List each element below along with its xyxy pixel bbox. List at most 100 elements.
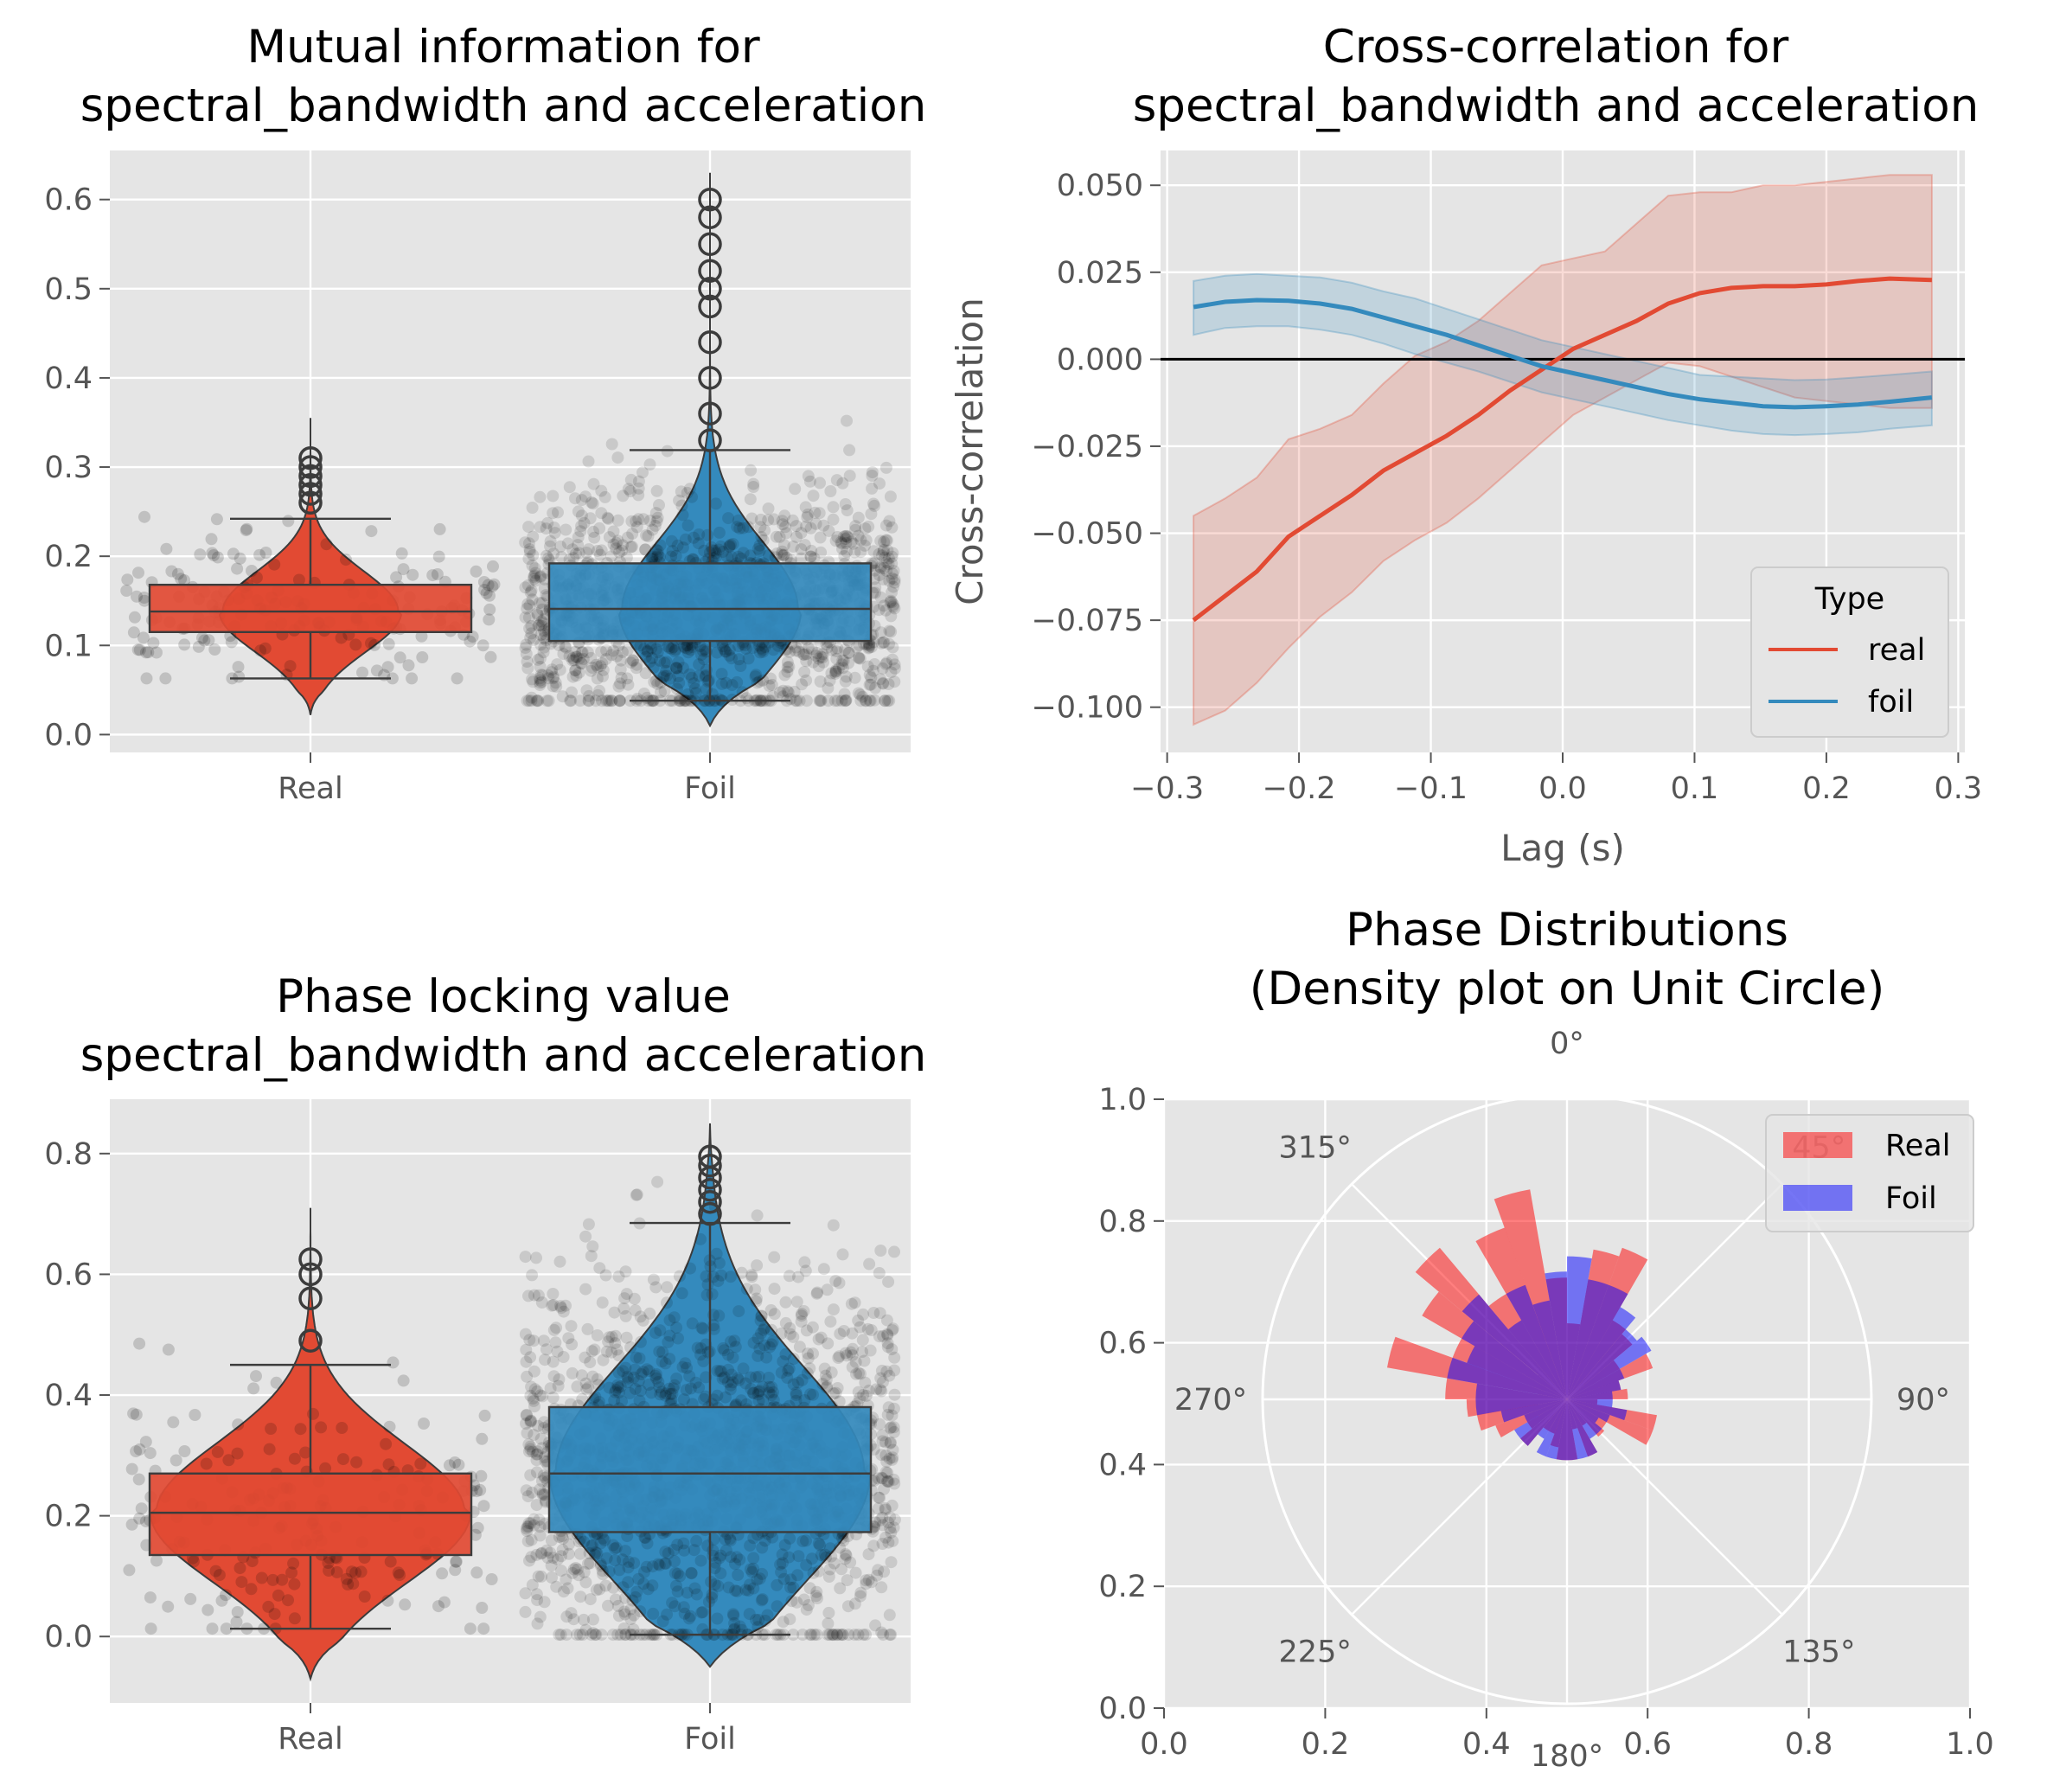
x-tick-label: −0.1 <box>1394 771 1468 806</box>
strip-point <box>630 1188 643 1201</box>
strip-point <box>603 531 616 544</box>
strip-point <box>673 676 686 689</box>
strip-point <box>636 466 649 479</box>
strip-point <box>638 643 651 656</box>
strip-point <box>202 634 215 647</box>
strip-point <box>848 1296 861 1309</box>
strip-point <box>480 586 493 599</box>
box-real <box>148 1472 473 1557</box>
mi-title-line-2: spectral_bandwidth and acceleration <box>80 80 927 132</box>
strip-point <box>206 547 219 560</box>
strip-point <box>611 451 624 464</box>
strip-point <box>865 678 877 691</box>
strip-point <box>754 513 767 526</box>
strip-point <box>839 533 852 546</box>
strip-point <box>868 586 881 599</box>
strip-point <box>611 1381 624 1394</box>
strip-point <box>527 675 540 688</box>
strip-point <box>147 637 160 650</box>
strip-point <box>831 694 844 707</box>
strip-point <box>406 672 419 685</box>
strip-point <box>200 1457 213 1470</box>
mutual-information-panel: Mutual information for spectral_bandwidt… <box>44 21 926 806</box>
strip-point <box>470 565 483 578</box>
strip-point <box>885 594 898 607</box>
strip-point <box>852 1386 865 1398</box>
strip-point <box>732 653 745 666</box>
strip-point <box>171 567 184 580</box>
strip-point <box>842 646 855 659</box>
strip-point <box>887 565 900 578</box>
strip-point <box>245 1583 258 1596</box>
strip-point <box>888 1245 900 1258</box>
strip-point <box>620 551 633 564</box>
strip-point <box>612 1349 625 1362</box>
strip-point <box>813 507 826 520</box>
strip-point <box>598 490 611 503</box>
box-foil <box>547 1405 873 1533</box>
strip-point <box>888 573 901 586</box>
strip-point <box>850 641 863 654</box>
strip-point <box>866 482 879 495</box>
strip-point <box>599 694 612 707</box>
strip-point <box>883 624 896 637</box>
strip-point <box>812 1565 825 1578</box>
strip-point <box>800 694 813 707</box>
strip-point <box>571 650 584 663</box>
strip-point <box>854 652 867 665</box>
strip-point <box>524 586 537 599</box>
strip-point <box>650 484 663 497</box>
strip-point <box>669 549 682 562</box>
strip-point <box>574 1590 587 1603</box>
strip-point <box>630 521 643 534</box>
strip-point <box>356 666 368 679</box>
strip-point <box>384 1555 397 1568</box>
strip-point <box>646 1579 659 1592</box>
strip-point <box>521 694 534 707</box>
strip-point <box>716 546 729 558</box>
strip-point <box>358 1590 371 1603</box>
strip-point <box>814 531 827 544</box>
strip-point <box>828 694 841 707</box>
strip-point <box>777 549 790 562</box>
strip-point <box>616 544 629 557</box>
strip-point <box>123 1564 136 1577</box>
strip-point <box>842 656 855 669</box>
strip-point <box>681 646 694 659</box>
strip-point <box>849 520 862 533</box>
strip-point <box>681 486 694 499</box>
strip-point <box>783 645 796 658</box>
strip-point <box>577 653 590 665</box>
mi-title-line-1: Mutual information for <box>246 21 760 74</box>
strip-point <box>482 579 495 592</box>
strip-point <box>617 1581 630 1594</box>
strip-point <box>866 470 879 482</box>
strip-point <box>610 542 623 555</box>
phase-title-line-2: (Density plot on Unit Circle) <box>1250 963 1885 1015</box>
strip-point <box>580 547 593 559</box>
strip-point <box>839 529 852 542</box>
strip-point <box>800 520 813 533</box>
strip-point <box>607 525 620 538</box>
y-tick-label: −0.075 <box>1031 604 1143 638</box>
strip-point <box>843 444 856 457</box>
strip-point <box>284 660 297 673</box>
strip-point <box>406 568 419 581</box>
strip-point <box>653 499 665 511</box>
strip-point <box>178 638 191 651</box>
strip-point <box>133 1337 146 1350</box>
strip-point <box>668 645 681 657</box>
strip-point <box>790 641 803 654</box>
strip-point <box>614 663 627 675</box>
strip-point <box>693 528 706 541</box>
strip-point <box>365 637 377 650</box>
strip-point <box>860 534 873 547</box>
strip-point <box>677 640 690 653</box>
strip-point <box>566 686 578 699</box>
cc-y-ticks: −0.100 −0.075 −0.050 −0.025 0.000 0.025 0.050 <box>1031 169 1161 726</box>
x-tick-label: 0.3 <box>1935 771 1983 806</box>
strip-point <box>804 550 817 563</box>
strip-point <box>632 482 645 495</box>
strip-point <box>848 1629 861 1642</box>
strip-point <box>634 1335 647 1348</box>
